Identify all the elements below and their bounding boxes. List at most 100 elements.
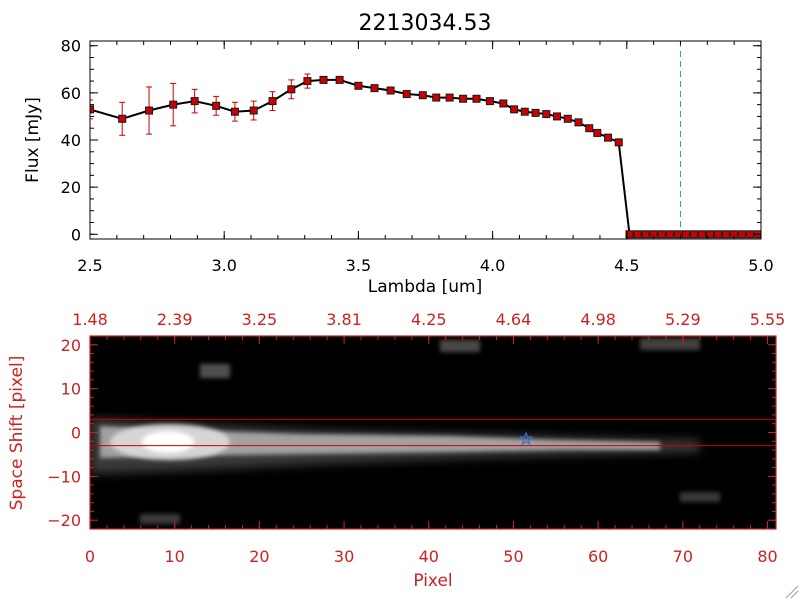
space-shift-tick-label: −10 (47, 467, 81, 486)
pixel-x-axis-label: Pixel (413, 571, 452, 591)
flux-point (335, 75, 344, 84)
pixel-tick-label: 20 (249, 547, 269, 566)
wavelength-tick-label: 2.39 (157, 310, 193, 329)
flux-point (553, 112, 562, 121)
spectral-image (90, 336, 776, 529)
pixel-tick-label: 60 (588, 547, 608, 566)
spectrum-x-ticks: 2.5 3.0 3.5 4.0 4.5 5.0 (77, 41, 774, 275)
flux-point (697, 230, 706, 239)
flux-point (625, 230, 634, 239)
flux-point (585, 124, 594, 133)
flux-point (614, 138, 623, 147)
flux-point (657, 230, 666, 239)
space-shift-y-ticks: −20 −10 0 10 20 (47, 336, 776, 530)
flux-point (212, 101, 221, 110)
flux-point (303, 77, 312, 86)
pixel-tick-label: 0 (85, 547, 95, 566)
spectrum-y-axis-label: Flux [mJy] (23, 97, 43, 183)
y-tick-label: 0 (71, 225, 81, 244)
y-tick-label: 40 (61, 131, 81, 150)
flux-point (370, 84, 379, 93)
flux-point (432, 93, 441, 102)
flux-point (722, 230, 731, 239)
spectrum-x-axis-label: Lambda [um] (368, 277, 482, 297)
flux-point (90, 105, 94, 114)
wavelength-tick-label: 5.29 (665, 310, 701, 329)
y-tick-label: 60 (61, 84, 81, 103)
flux-point (542, 110, 551, 119)
space-shift-tick-label: 10 (61, 380, 81, 399)
flux-point (604, 133, 613, 142)
pixel-tick-label: 80 (757, 547, 777, 566)
space-shift-tick-label: 20 (61, 336, 81, 355)
spectrum-series-group (90, 41, 761, 239)
wavelength-tick-label: 5.55 (750, 310, 786, 329)
x-tick-label: 3.5 (346, 256, 371, 275)
flux-point (230, 107, 239, 116)
flux-point (287, 85, 296, 94)
flux-point (681, 230, 690, 239)
wavelength-tick-label: 4.25 (411, 310, 447, 329)
flux-point (386, 86, 395, 95)
space-shift-tick-label: −20 (47, 511, 81, 530)
extraction-box-lines (90, 418, 776, 447)
pixel-tick-label: 30 (334, 547, 354, 566)
space-shift-y-axis-label: Space Shift [pixel] (7, 356, 27, 511)
spectral-image-plot: 0 10 20 30 40 50 60 70 80 1.48 2.39 3.25 3.81 4.25 4.… (47, 310, 785, 566)
pixel-tick-label: 50 (503, 547, 523, 566)
flux-point (746, 230, 755, 239)
flux-point (169, 100, 178, 109)
flux-point (510, 105, 519, 114)
flux-point (145, 106, 154, 115)
flux-point (354, 81, 363, 90)
x-tick-label: 5.0 (748, 256, 773, 275)
wavelength-tick-label: 1.48 (72, 310, 108, 329)
flux-point (485, 97, 494, 106)
space-shift-tick-label: 0 (71, 424, 81, 443)
flux-point (249, 106, 258, 115)
flux-point (641, 230, 650, 239)
pixel-tick-label: 10 (165, 547, 185, 566)
x-tick-label: 4.0 (480, 256, 505, 275)
star-marker (518, 431, 534, 446)
chart-title: 2213034.53 (359, 11, 492, 36)
pixel-x-ticks: 0 10 20 30 40 50 60 70 80 (85, 521, 778, 566)
flux-point (706, 230, 715, 239)
flux-point (531, 108, 540, 117)
flux-point (633, 230, 642, 239)
flux-point (499, 99, 508, 108)
flux-point (445, 93, 454, 102)
flux-point (118, 114, 127, 123)
x-tick-label: 3.0 (211, 256, 236, 275)
resize-grip-icon[interactable] (785, 585, 799, 599)
flux-point (402, 90, 411, 99)
flux-point (689, 230, 698, 239)
flux-point (574, 118, 583, 127)
flux-point (593, 128, 602, 137)
wavelength-top-ticks: 1.48 2.39 3.25 3.81 4.25 4.64 4.98 5.29 5.55 (72, 310, 785, 344)
flux-point (563, 114, 572, 123)
star-marker-icon (518, 431, 534, 446)
x-tick-label: 2.5 (77, 256, 102, 275)
spectrum-plot: 2.5 3.0 3.5 4.0 4.5 5.0 0 20 40 60 80 (61, 37, 774, 275)
flux-point (418, 91, 427, 100)
flux-point (268, 97, 277, 106)
wavelength-tick-label: 4.98 (580, 310, 616, 329)
flux-point (714, 230, 723, 239)
flux-point (190, 97, 199, 106)
flux-point (738, 230, 747, 239)
wavelength-tick-label: 4.64 (496, 310, 532, 329)
spectrum-plot-frame (89, 40, 762, 240)
wavelength-tick-label: 3.25 (242, 310, 278, 329)
flux-point (459, 94, 468, 103)
spectrum-y-ticks: 0 20 40 60 80 (61, 37, 761, 244)
x-tick-label: 4.5 (614, 256, 639, 275)
flux-point (520, 107, 529, 116)
pixel-tick-label: 40 (419, 547, 439, 566)
flux-series-line (90, 78, 759, 236)
flux-point (665, 230, 674, 239)
flux-point (673, 230, 682, 239)
y-tick-label: 20 (61, 178, 81, 197)
